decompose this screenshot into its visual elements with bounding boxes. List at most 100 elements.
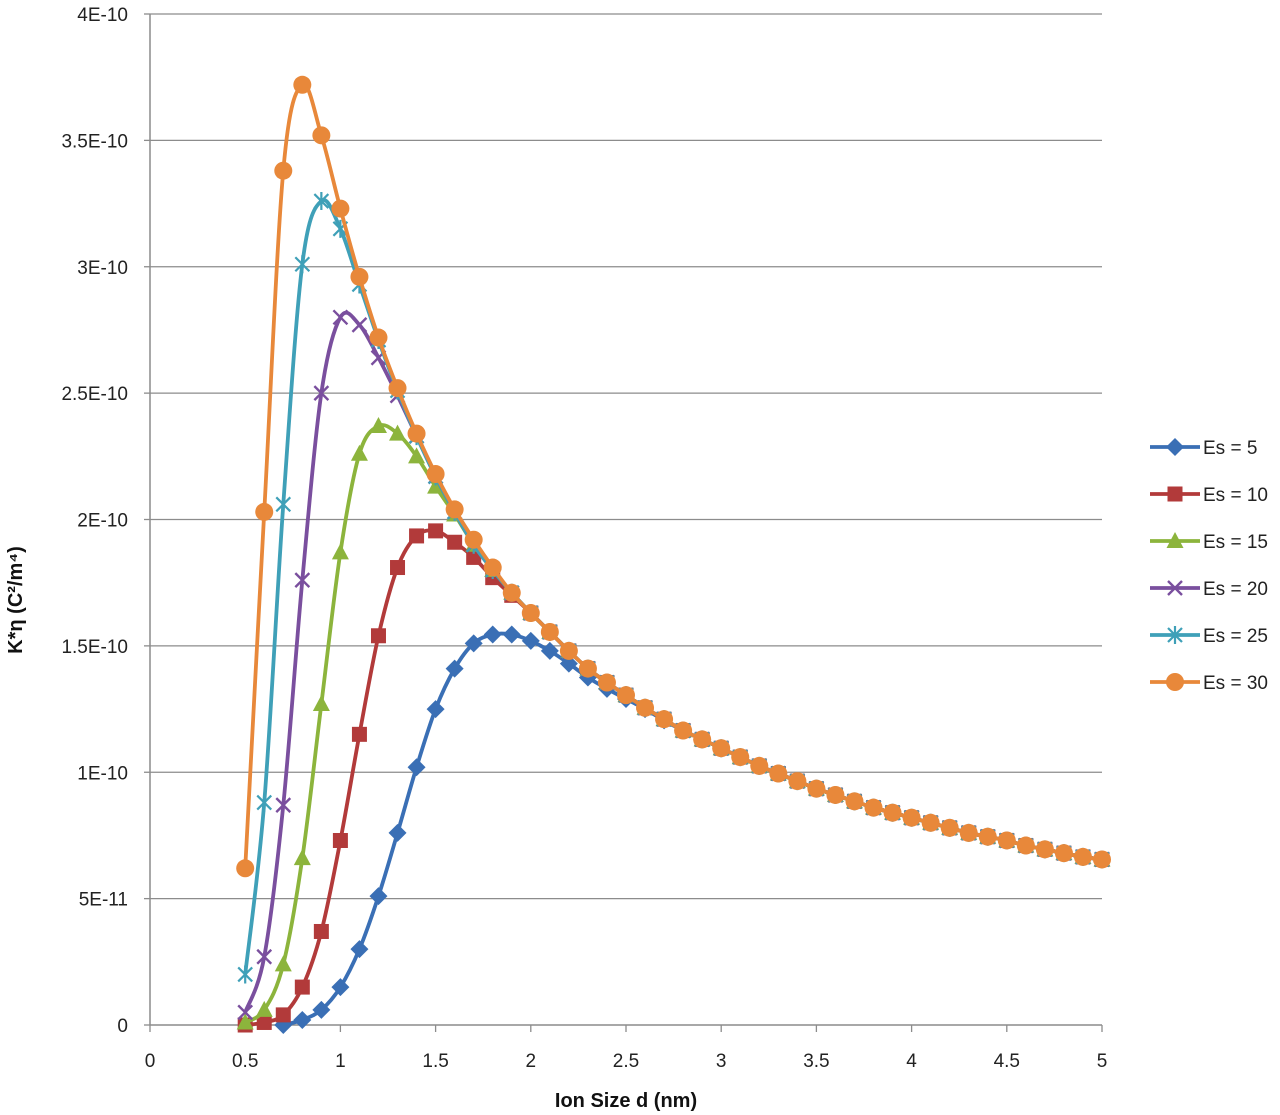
data-point — [294, 572, 311, 589]
y-tick-labels: 0 5E-11 1E-10 1.5E-10 2E-10 2.5E-10 3E-10 3.5E-… — [61, 5, 128, 1037]
y-tick-label: 2E-10 — [77, 511, 128, 532]
data-point — [369, 887, 388, 906]
y-tick-label: 3E-10 — [77, 258, 128, 279]
data-point — [350, 267, 369, 286]
data-point — [255, 502, 274, 521]
legend-entry: Es = 30 — [1150, 673, 1268, 694]
legend: Es = 5 Es = 10 Es = 15 Es = 20 Es = 25 Es = 3… — [1150, 438, 1268, 694]
series-6 — [236, 75, 1111, 878]
legend-label: Es = 25 — [1203, 626, 1268, 647]
series-group — [236, 75, 1111, 1034]
data-point — [313, 192, 330, 211]
data-point — [445, 500, 464, 519]
x-tick-label: 4 — [906, 1051, 917, 1072]
data-point — [426, 700, 445, 719]
data-point — [1054, 844, 1073, 863]
data-point — [845, 792, 864, 811]
data-point — [331, 199, 350, 218]
x-tick-label: 1.5 — [422, 1051, 448, 1072]
data-point — [294, 979, 310, 995]
legend-entry: Es = 10 — [1150, 485, 1268, 506]
data-point — [350, 940, 369, 959]
x-tick-label: 0.5 — [232, 1051, 258, 1072]
legend-marker — [1167, 626, 1183, 644]
legend-entry: Es = 5 — [1150, 438, 1257, 459]
data-point — [445, 659, 464, 678]
x-tick-label: 2 — [526, 1051, 537, 1072]
x-axis-title: Ion Size d (nm) — [555, 1090, 697, 1112]
data-point — [388, 823, 407, 842]
data-point — [256, 948, 273, 965]
data-point — [427, 477, 445, 494]
data-point — [466, 549, 482, 565]
data-point — [312, 126, 331, 145]
data-point — [1016, 836, 1035, 855]
series-line — [243, 198, 1103, 975]
data-point — [617, 686, 635, 705]
data-point — [370, 628, 386, 644]
legend-label: Es = 20 — [1203, 579, 1268, 600]
data-point — [390, 560, 406, 576]
data-point — [236, 859, 255, 878]
legend-marker — [1166, 673, 1184, 691]
data-point — [521, 631, 540, 650]
data-point — [428, 523, 444, 539]
data-point — [313, 385, 330, 401]
y-axis-title: K*η (C²/m⁴) — [5, 546, 27, 654]
data-point — [332, 309, 349, 326]
data-point — [351, 317, 368, 333]
x-tick-label: 3.5 — [803, 1051, 829, 1072]
x-tick-label: 1 — [335, 1051, 346, 1072]
data-point — [540, 641, 559, 660]
data-point — [826, 785, 845, 804]
data-point — [788, 772, 807, 791]
data-point — [807, 779, 826, 798]
data-point — [769, 764, 788, 783]
data-point — [540, 622, 559, 641]
data-point — [237, 1004, 254, 1021]
data-point — [521, 604, 540, 623]
data-point — [369, 328, 388, 347]
data-point — [978, 827, 997, 846]
legend-marker — [1166, 532, 1184, 548]
data-point — [274, 161, 293, 180]
y-tick-label: 0 — [117, 1016, 128, 1037]
y-tick-label: 3.5E-10 — [61, 131, 128, 152]
data-point — [1073, 847, 1092, 866]
data-point — [331, 978, 350, 997]
data-point — [559, 654, 578, 673]
x-tick-label: 5 — [1097, 1051, 1108, 1072]
y-tick-label: 4E-10 — [77, 5, 128, 26]
legend-marker — [1166, 438, 1184, 456]
data-point — [750, 756, 769, 775]
series-line — [282, 631, 1103, 1027]
x-tick-label: 4.5 — [994, 1051, 1020, 1072]
data-point — [275, 797, 292, 813]
data-point — [578, 659, 597, 678]
data-point — [864, 798, 883, 817]
data-point — [674, 721, 693, 740]
data-point — [294, 255, 311, 274]
data-point — [313, 923, 329, 939]
data-point — [409, 528, 425, 544]
data-point — [255, 1000, 273, 1017]
legend-entry: Es = 20 — [1150, 579, 1268, 600]
data-point — [275, 1007, 291, 1023]
legend-marker — [1167, 580, 1183, 596]
data-point — [407, 424, 426, 443]
legend-label: Es = 15 — [1203, 532, 1268, 553]
data-point — [883, 803, 902, 822]
data-point — [464, 530, 483, 549]
data-point — [997, 831, 1016, 850]
y-tick-label: 2.5E-10 — [61, 384, 128, 405]
data-point — [293, 75, 312, 94]
data-point — [731, 748, 750, 767]
legend-label: Es = 30 — [1203, 673, 1268, 694]
series-line — [244, 528, 1103, 1027]
x-tick-label: 0 — [145, 1051, 156, 1072]
data-point — [407, 758, 426, 777]
data-point — [693, 730, 712, 749]
data-point — [237, 965, 253, 984]
data-point — [921, 813, 940, 832]
